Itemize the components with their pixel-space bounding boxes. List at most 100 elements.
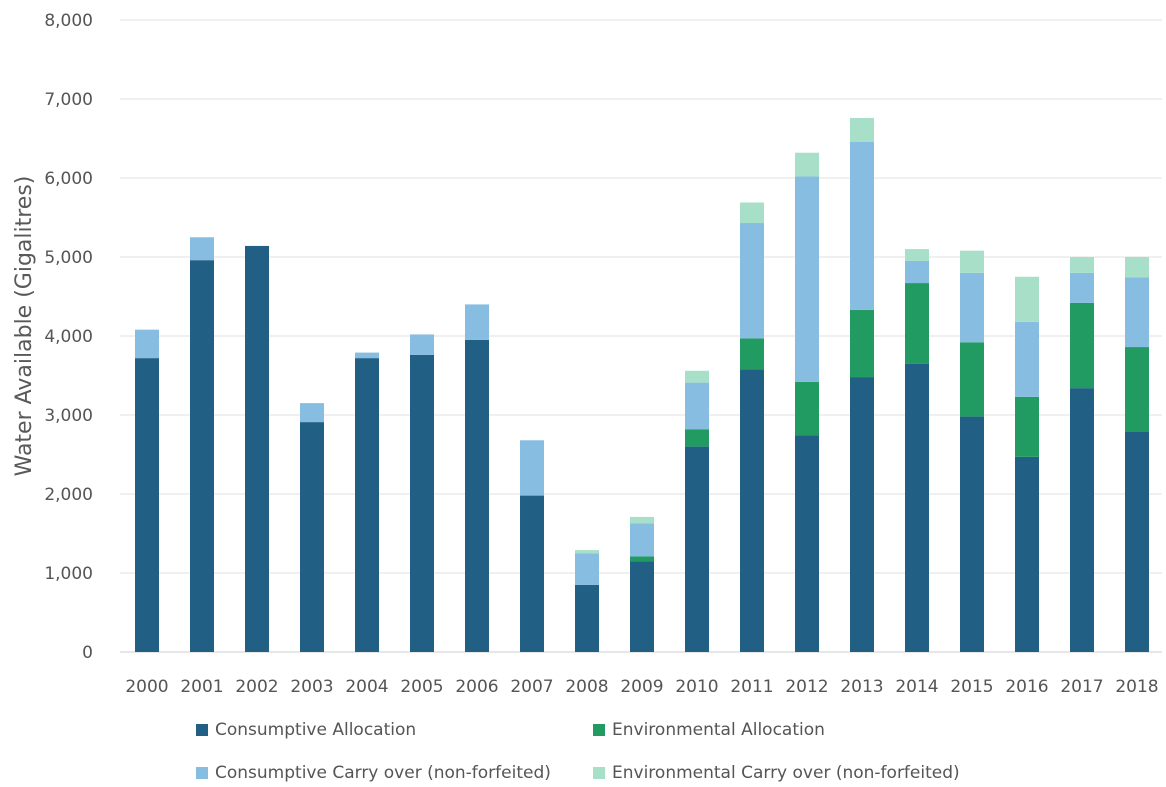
legend-item-consumptive-carry-over: Consumptive Carry over (non-forfeited) xyxy=(196,763,551,783)
bar-environmental-carry-over-non-forfeited-2017 xyxy=(1070,257,1094,273)
legend-label: Environmental Allocation xyxy=(612,720,825,740)
bar-environmental-carry-over-non-forfeited-2009 xyxy=(630,516,654,524)
bar-environmental-carry-over-non-forfeited-2015 xyxy=(960,250,984,273)
bar-consumptive-carry-over-non-forfeited-2018 xyxy=(1125,277,1149,348)
bar-consumptive-carry-over-non-forfeited-2005 xyxy=(410,334,434,355)
bar-consumptive-allocation-2004 xyxy=(355,358,379,652)
x-tick-label: 2017 xyxy=(1060,677,1103,697)
bar-consumptive-carry-over-non-forfeited-2013 xyxy=(850,141,874,310)
bar-consumptive-carry-over-non-forfeited-2015 xyxy=(960,272,984,343)
bar-environmental-carry-over-non-forfeited-2008 xyxy=(575,550,599,554)
y-tick-label: 8,000 xyxy=(44,11,93,31)
x-tick-label: 2012 xyxy=(785,677,828,697)
legend-swatch-consumptive-carry-over xyxy=(196,767,208,779)
bar-environmental-carry-over-non-forfeited-2011 xyxy=(740,202,764,224)
y-tick-label: 6,000 xyxy=(44,169,93,189)
bar-consumptive-allocation-2013 xyxy=(850,377,874,652)
bar-consumptive-carry-over-non-forfeited-2014 xyxy=(905,260,929,284)
gridlines xyxy=(120,19,1162,653)
bar-environmental-allocation-2010 xyxy=(685,429,709,447)
bar-consumptive-allocation-2007 xyxy=(520,495,544,652)
y-tick-label: 3,000 xyxy=(44,406,93,426)
legend-item-environmental-allocation: Environmental Allocation xyxy=(593,720,825,740)
bar-environmental-allocation-2013 xyxy=(850,309,874,378)
bar-consumptive-allocation-2018 xyxy=(1125,431,1149,652)
bar-consumptive-carry-over-non-forfeited-2017 xyxy=(1070,272,1094,303)
x-tick-label: 2015 xyxy=(950,677,993,697)
bar-consumptive-allocation-2014 xyxy=(905,363,929,652)
y-tick-label: 2,000 xyxy=(44,485,93,505)
bar-consumptive-allocation-2010 xyxy=(685,446,709,652)
x-tick-label: 2018 xyxy=(1115,677,1158,697)
x-tick-label: 2006 xyxy=(455,677,498,697)
x-tick-label: 2009 xyxy=(620,677,663,697)
bar-consumptive-carry-over-non-forfeited-2003 xyxy=(300,403,324,423)
bar-consumptive-carry-over-non-forfeited-2008 xyxy=(575,553,599,585)
legend-swatch-consumptive-allocation xyxy=(196,724,208,736)
x-tick-label: 2013 xyxy=(840,677,883,697)
x-tick-label: 2003 xyxy=(290,677,333,697)
bar-environmental-carry-over-non-forfeited-2016 xyxy=(1015,276,1039,322)
x-tick-label: 2004 xyxy=(345,677,388,697)
bar-consumptive-allocation-2003 xyxy=(300,422,324,652)
bar-environmental-carry-over-non-forfeited-2018 xyxy=(1125,257,1149,278)
x-tick-label: 2014 xyxy=(895,677,938,697)
legend-label: Environmental Carry over (non-forfeited) xyxy=(612,763,960,783)
y-tick-label: 1,000 xyxy=(44,564,93,584)
bar-consumptive-carry-over-non-forfeited-2016 xyxy=(1015,321,1039,397)
bar-consumptive-carry-over-non-forfeited-2006 xyxy=(465,304,489,340)
legend-swatch-environmental-carry-over xyxy=(593,767,605,779)
y-tick-label: 7,000 xyxy=(44,90,93,110)
legend-label: Consumptive Carry over (non-forfeited) xyxy=(215,763,551,783)
legend-item-consumptive-allocation: Consumptive Allocation xyxy=(196,720,416,740)
bar-environmental-allocation-2016 xyxy=(1015,396,1039,457)
bar-consumptive-allocation-2011 xyxy=(740,369,764,652)
bar-consumptive-allocation-2006 xyxy=(465,339,489,652)
bar-environmental-allocation-2017 xyxy=(1070,302,1094,389)
bar-consumptive-allocation-2017 xyxy=(1070,388,1094,652)
legend: Consumptive Allocation Environmental All… xyxy=(196,718,1156,784)
bar-consumptive-allocation-2015 xyxy=(960,416,984,652)
bar-consumptive-carry-over-non-forfeited-2007 xyxy=(520,440,544,496)
bar-consumptive-allocation-2002 xyxy=(245,245,269,652)
y-axis-title: Water Available (Gigalitres) xyxy=(12,176,37,477)
x-tick-label: 2000 xyxy=(125,677,168,697)
bar-environmental-allocation-2011 xyxy=(740,338,764,370)
bar-environmental-allocation-2015 xyxy=(960,342,984,417)
x-axis-ticks: 2000 2001 2002 2003 2004 2005 2006 2007 2008 2009… xyxy=(125,677,1158,697)
bar-environmental-carry-over-non-forfeited-2010 xyxy=(685,370,709,383)
bar-consumptive-carry-over-non-forfeited-2011 xyxy=(740,223,764,339)
y-tick-label: 5,000 xyxy=(44,248,93,268)
x-tick-label: 2016 xyxy=(1005,677,1048,697)
x-tick-label: 2002 xyxy=(235,677,278,697)
bar-consumptive-carry-over-non-forfeited-2012 xyxy=(795,176,819,382)
bar-consumptive-allocation-2008 xyxy=(575,584,599,652)
x-tick-label: 2001 xyxy=(180,677,223,697)
x-tick-label: 2010 xyxy=(675,677,718,697)
y-tick-label: 0 xyxy=(82,643,93,663)
bar-environmental-allocation-2014 xyxy=(905,283,929,364)
bar-environmental-carry-over-non-forfeited-2013 xyxy=(850,117,874,142)
bar-environmental-carry-over-non-forfeited-2014 xyxy=(905,249,929,261)
bar-consumptive-carry-over-non-forfeited-2000 xyxy=(135,329,159,359)
bar-consumptive-allocation-2012 xyxy=(795,435,819,652)
legend-label: Consumptive Allocation xyxy=(215,720,417,740)
bar-environmental-allocation-2009 xyxy=(630,556,654,562)
bar-consumptive-carry-over-non-forfeited-2004 xyxy=(355,352,379,359)
y-tick-label: 4,000 xyxy=(44,327,93,347)
bar-environmental-allocation-2012 xyxy=(795,381,819,436)
bar-consumptive-allocation-2001 xyxy=(190,260,214,652)
bar-consumptive-allocation-2009 xyxy=(630,561,654,652)
y-axis-ticks: 0 1,000 2,000 3,000 4,000 5,000 6,000 7,000 8,00… xyxy=(44,11,93,663)
x-tick-label: 2008 xyxy=(565,677,608,697)
bars xyxy=(135,117,1149,652)
legend-swatch-environmental-allocation xyxy=(593,724,605,736)
x-tick-label: 2007 xyxy=(510,677,553,697)
bar-consumptive-carry-over-non-forfeited-2009 xyxy=(630,523,654,557)
bar-consumptive-allocation-2000 xyxy=(135,358,159,652)
bar-consumptive-allocation-2005 xyxy=(410,354,434,652)
bar-consumptive-carry-over-non-forfeited-2001 xyxy=(190,237,214,261)
legend-item-environmental-carry-over: Environmental Carry over (non-forfeited) xyxy=(593,763,960,783)
bar-consumptive-allocation-2016 xyxy=(1015,456,1039,652)
bar-environmental-allocation-2018 xyxy=(1125,347,1149,432)
